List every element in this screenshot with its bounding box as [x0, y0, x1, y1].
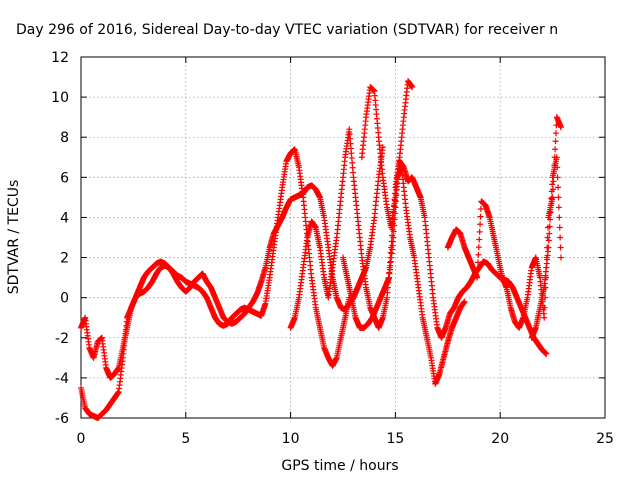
data-point — [546, 230, 553, 237]
data-point — [555, 184, 562, 191]
data-point — [475, 251, 482, 258]
y-tick-label: -2 — [55, 331, 69, 347]
data-point — [550, 178, 557, 185]
data-point — [384, 294, 391, 301]
data-point — [547, 202, 554, 209]
data-point — [545, 244, 552, 251]
grid-lines — [81, 57, 605, 418]
series-6 — [444, 114, 564, 331]
plot-frame — [80, 56, 606, 419]
data-point — [552, 130, 559, 137]
data-point — [477, 213, 484, 220]
data-point — [390, 234, 397, 241]
y-tick-label: -6 — [55, 411, 69, 427]
series-5 — [340, 164, 468, 387]
data-point — [555, 194, 562, 201]
data-point — [476, 236, 483, 243]
y-tick-label: 12 — [51, 50, 69, 66]
data-point — [392, 198, 399, 205]
data-point — [557, 124, 564, 131]
data-point — [549, 181, 556, 188]
data-point — [554, 174, 561, 181]
y-tick-label: -4 — [55, 371, 69, 387]
series-7 — [528, 154, 564, 341]
y-tick-label: 2 — [60, 251, 69, 267]
data-point — [557, 254, 564, 261]
data-point — [393, 186, 400, 193]
x-tick-label: 0 — [77, 431, 86, 447]
data-point — [545, 237, 552, 244]
data-point — [553, 154, 560, 161]
y-tick-label: 6 — [60, 170, 69, 186]
data-point — [557, 234, 564, 241]
data-point — [475, 244, 482, 251]
x-tick-label: 25 — [596, 431, 614, 447]
x-tick-label: 10 — [282, 431, 300, 447]
x-tick-label: 5 — [181, 431, 190, 447]
data-point — [548, 195, 555, 202]
data-point — [461, 298, 468, 305]
data-point — [476, 228, 483, 235]
data-point — [556, 214, 563, 221]
data-point — [392, 204, 399, 211]
data-point — [391, 210, 398, 217]
data-point — [390, 228, 397, 235]
chart-title: Day 296 of 2016, Sidereal Day-to-day VTE… — [16, 22, 558, 38]
tick-marks — [80, 56, 606, 419]
x-axis-label: GPS time / hours — [281, 458, 398, 474]
data-point — [391, 216, 398, 223]
data-point — [477, 206, 484, 213]
y-tick-label: 10 — [51, 90, 69, 106]
data-point — [391, 222, 398, 229]
data-point — [548, 188, 555, 195]
y-tick-label: 4 — [60, 210, 69, 226]
data-point — [394, 180, 401, 187]
data-point — [474, 259, 481, 266]
data-point — [477, 221, 484, 228]
data-point — [544, 234, 551, 241]
data-point — [556, 224, 563, 231]
series-2 — [78, 144, 386, 381]
x-tick-label: 20 — [491, 431, 509, 447]
data-point — [554, 164, 561, 171]
series-4 — [358, 84, 550, 357]
data-point — [552, 146, 559, 153]
y-tick-label: 0 — [60, 291, 69, 307]
data-point — [387, 249, 394, 256]
data-point — [543, 350, 550, 357]
x-tick-labels: 0 5 10 15 20 25 — [77, 431, 614, 447]
data-point — [552, 138, 559, 145]
y-tick-labels: -6 -4 -2 0 2 4 6 8 10 12 — [51, 50, 69, 427]
y-axis-label: SDTVAR / TECUs — [6, 180, 22, 295]
data-point — [555, 204, 562, 211]
data-point — [393, 192, 400, 199]
data-point — [541, 314, 548, 321]
data-point — [409, 84, 416, 91]
data-points — [78, 78, 564, 421]
data-point — [474, 266, 481, 273]
data-point — [549, 194, 556, 201]
y-tick-label: 8 — [60, 130, 69, 146]
data-point — [474, 274, 481, 281]
data-point — [546, 223, 553, 230]
data-point — [547, 216, 554, 223]
data-point — [557, 244, 564, 251]
data-point — [547, 209, 554, 216]
x-tick-label: 15 — [386, 431, 404, 447]
